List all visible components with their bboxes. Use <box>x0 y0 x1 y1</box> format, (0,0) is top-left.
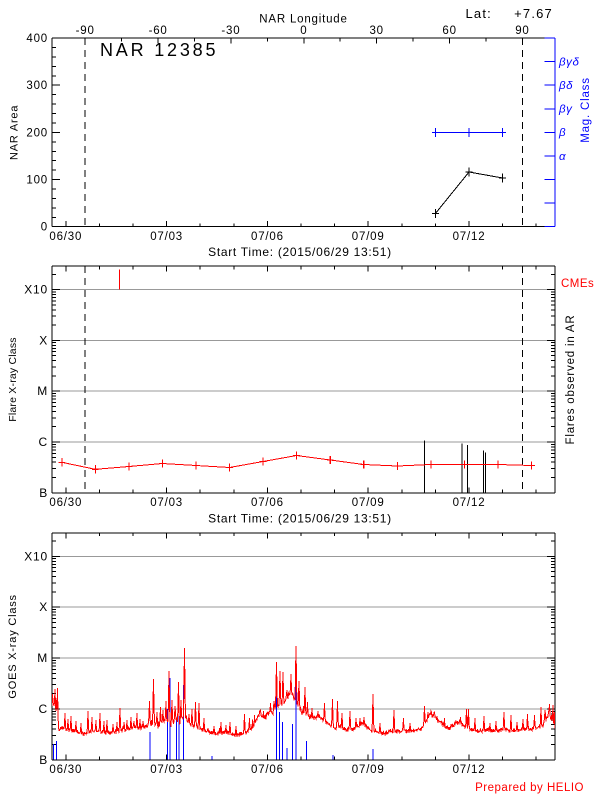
svg-text:-30: -30 <box>221 25 240 37</box>
svg-text:βδ: βδ <box>558 80 573 92</box>
svg-text:0: 0 <box>300 25 307 37</box>
svg-text:B: B <box>39 753 48 767</box>
svg-text:X10: X10 <box>24 283 48 297</box>
svg-text:07/12: 07/12 <box>453 764 486 776</box>
svg-text:X: X <box>39 333 48 347</box>
svg-text:30: 30 <box>369 25 383 37</box>
svg-text:Flares observed in AR: Flares observed in AR <box>565 315 577 445</box>
svg-text:-60: -60 <box>149 25 168 37</box>
svg-text:βγδ: βγδ <box>558 57 580 69</box>
svg-text:07/09: 07/09 <box>352 231 385 243</box>
svg-text:CMEs: CMEs <box>561 278 594 290</box>
svg-text:α: α <box>559 151 566 163</box>
svg-text:90: 90 <box>515 25 529 37</box>
svg-text:200: 200 <box>26 127 48 139</box>
svg-text:β: β <box>558 127 566 139</box>
svg-text:C: C <box>39 435 48 449</box>
svg-text:07/06: 07/06 <box>251 764 284 776</box>
svg-text:B: B <box>39 486 48 500</box>
svg-text:Flare X-ray Class: Flare X-ray Class <box>7 337 19 422</box>
svg-text:NAR Area: NAR Area <box>9 105 21 160</box>
svg-text:07/09: 07/09 <box>352 764 385 776</box>
svg-text:Start Time: (2015/06/29 13:51): Start Time: (2015/06/29 13:51) <box>208 245 392 259</box>
svg-text:07/09: 07/09 <box>352 497 385 509</box>
svg-text:60: 60 <box>442 25 456 37</box>
svg-text:0: 0 <box>41 222 48 234</box>
svg-text:NAR 12385: NAR 12385 <box>100 40 218 60</box>
svg-text:07/03: 07/03 <box>150 497 183 509</box>
svg-text:X10: X10 <box>24 549 48 563</box>
svg-text:300: 300 <box>26 80 48 92</box>
svg-text:07/06: 07/06 <box>251 231 284 243</box>
svg-text:+7.67: +7.67 <box>514 6 553 21</box>
svg-text:βγ: βγ <box>558 104 573 116</box>
svg-text:06/30: 06/30 <box>49 497 82 509</box>
svg-text:NAR Longitude: NAR Longitude <box>259 14 347 26</box>
svg-text:Lat:: Lat: <box>466 6 492 21</box>
svg-text:Start Time: (2015/06/29 13:51): Start Time: (2015/06/29 13:51) <box>208 511 392 525</box>
svg-text:X: X <box>39 600 48 614</box>
svg-text:C: C <box>39 702 48 716</box>
svg-text:GOES X-ray Class: GOES X-ray Class <box>7 594 19 698</box>
svg-text:07/12: 07/12 <box>453 231 486 243</box>
svg-text:07/03: 07/03 <box>150 231 183 243</box>
svg-text:06/30: 06/30 <box>49 231 82 243</box>
svg-text:06/30: 06/30 <box>49 764 82 776</box>
svg-text:07/03: 07/03 <box>150 764 183 776</box>
svg-text:400: 400 <box>26 33 48 45</box>
svg-text:Prepared by HELIO: Prepared by HELIO <box>475 782 584 794</box>
svg-text:M: M <box>37 384 48 398</box>
svg-text:M: M <box>37 651 48 665</box>
svg-text:07/06: 07/06 <box>251 497 284 509</box>
svg-text:100: 100 <box>26 175 48 187</box>
svg-text:07/12: 07/12 <box>453 497 486 509</box>
svg-text:Mag. Class: Mag. Class <box>580 77 592 143</box>
svg-text:-90: -90 <box>76 25 95 37</box>
